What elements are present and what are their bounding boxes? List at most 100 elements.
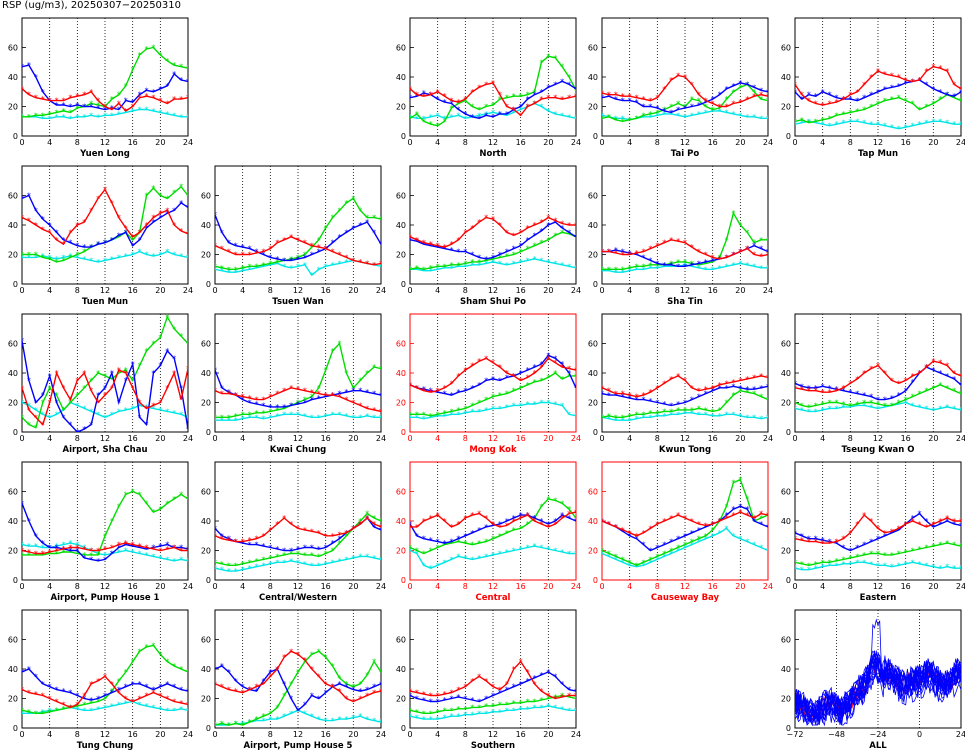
data-point: * — [344, 412, 348, 421]
data-point: * — [151, 404, 155, 413]
data-point: * — [241, 393, 245, 402]
data-point: * — [662, 110, 666, 119]
data-point: * — [918, 560, 922, 569]
data-point: * — [766, 88, 770, 97]
data-point: * — [655, 552, 659, 561]
data-point: * — [959, 521, 963, 530]
data-point: * — [738, 111, 742, 120]
data-point: * — [704, 98, 708, 107]
data-point: * — [567, 73, 571, 82]
data-point: * — [621, 92, 625, 101]
panel-title: Eastern — [860, 593, 897, 603]
data-point: * — [89, 699, 93, 708]
data-point: * — [41, 391, 45, 400]
data-point: * — [614, 268, 618, 277]
data-point: * — [450, 391, 454, 400]
data-point: * — [268, 253, 272, 262]
y-tick-label: 40 — [396, 369, 406, 378]
data-point: * — [752, 88, 756, 97]
data-point: * — [876, 120, 880, 129]
data-point: * — [738, 248, 742, 257]
data-point: * — [731, 110, 735, 119]
data-point: * — [553, 703, 557, 712]
data-point: * — [614, 416, 618, 425]
data-point: * — [828, 399, 832, 408]
y-tick-label: 40 — [8, 221, 18, 230]
x-tick-label: 4 — [435, 138, 440, 147]
data-point: * — [614, 391, 618, 400]
data-point: * — [931, 523, 935, 532]
data-point: * — [408, 687, 412, 696]
data-point: * — [317, 647, 321, 656]
data-point: * — [296, 558, 300, 567]
data-point: * — [331, 239, 335, 248]
data-point: * — [415, 532, 419, 541]
data-point: * — [484, 396, 488, 405]
data-point: * — [560, 360, 564, 369]
data-point: * — [519, 384, 523, 393]
data-point: * — [553, 54, 557, 63]
data-point: * — [491, 258, 495, 267]
data-point: * — [179, 396, 183, 405]
data-point: * — [255, 683, 259, 692]
data-point: * — [450, 706, 454, 715]
y-tick-label: 60 — [588, 44, 598, 53]
data-point: * — [752, 373, 756, 382]
data-point: * — [450, 261, 454, 270]
data-point: * — [505, 110, 509, 119]
data-point: * — [415, 91, 419, 100]
data-point: * — [945, 67, 949, 76]
data-point: * — [848, 108, 852, 117]
data-point: * — [220, 384, 224, 393]
y-tick-label: 0 — [13, 280, 18, 289]
data-point: * — [443, 384, 447, 393]
data-point: * — [275, 520, 279, 529]
data-point: * — [505, 686, 509, 695]
data-point: * — [800, 536, 804, 545]
data-point: * — [738, 83, 742, 92]
data-point: * — [648, 558, 652, 567]
data-point: * — [227, 535, 231, 544]
data-point: * — [372, 689, 376, 698]
data-point: * — [533, 378, 537, 387]
data-point: * — [560, 111, 564, 120]
data-point: * — [924, 544, 928, 553]
data-point: * — [463, 409, 467, 418]
data-point: * — [759, 264, 763, 273]
data-point: * — [642, 391, 646, 400]
data-point: * — [261, 261, 265, 270]
data-point: * — [752, 514, 756, 523]
data-point: * — [600, 390, 604, 399]
data-point: * — [869, 91, 873, 100]
data-point: * — [614, 91, 618, 100]
data-point: * — [234, 720, 238, 729]
data-point: * — [512, 665, 516, 674]
data-point: * — [952, 80, 956, 89]
data-point: * — [491, 359, 495, 368]
series-line — [602, 527, 768, 568]
data-point: * — [752, 83, 756, 92]
data-point: * — [862, 399, 866, 408]
data-point: * — [828, 539, 832, 548]
data-point: * — [546, 523, 550, 532]
data-point: * — [48, 114, 52, 123]
series-group: ****************************************… — [600, 372, 768, 425]
data-point: * — [470, 711, 474, 720]
data-point: * — [655, 259, 659, 268]
data-point: * — [96, 104, 100, 113]
data-point: * — [179, 76, 183, 85]
data-point: * — [704, 521, 708, 530]
data-point: * — [498, 404, 502, 413]
data-point: * — [220, 662, 224, 671]
data-point: * — [172, 557, 176, 566]
data-point: * — [945, 517, 949, 526]
data-point: * — [752, 517, 756, 526]
data-point: * — [662, 261, 666, 270]
data-point: * — [117, 700, 121, 709]
data-point: * — [317, 672, 321, 681]
data-point: * — [911, 401, 915, 410]
data-point: * — [172, 251, 176, 260]
series-line — [22, 675, 188, 709]
